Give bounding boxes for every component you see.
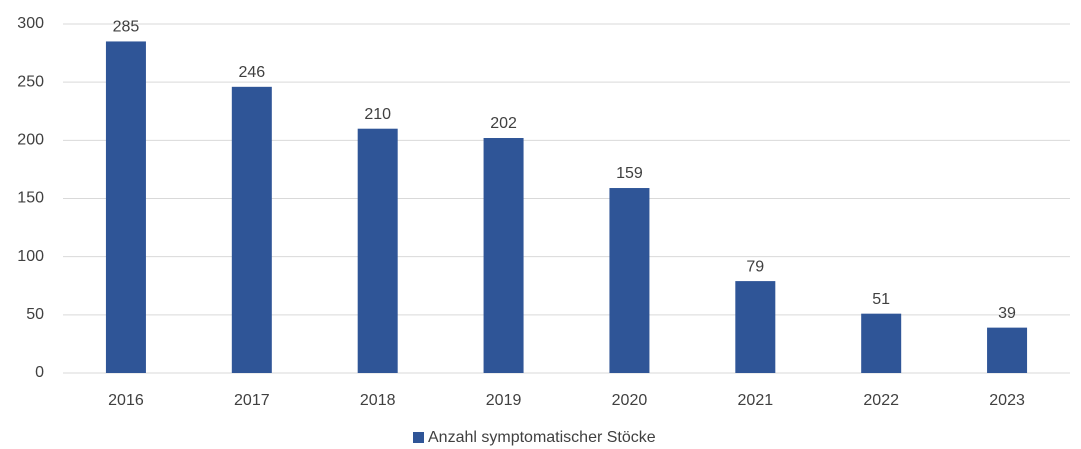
x-tick-label: 2020 (612, 392, 648, 409)
x-tick-label: 2017 (234, 392, 270, 409)
bar (231, 86, 272, 373)
y-tick-label: 50 (26, 306, 44, 323)
bar (861, 313, 902, 373)
x-tick-label: 2021 (738, 392, 774, 409)
x-tick-label: 2022 (863, 392, 899, 409)
data-label: 210 (364, 106, 391, 123)
bar (357, 128, 398, 373)
bar (609, 188, 650, 373)
y-tick-label: 0 (35, 364, 44, 381)
x-tick-label: 2019 (486, 392, 522, 409)
legend-label: Anzahl symptomatischer Stöcke (428, 429, 656, 446)
x-tick-label: 2018 (360, 392, 396, 409)
y-tick-label: 150 (17, 190, 44, 207)
data-label: 39 (998, 305, 1016, 322)
x-tick-label: 2023 (989, 392, 1025, 409)
bar (483, 138, 524, 373)
bar (735, 281, 776, 373)
data-label: 159 (616, 165, 643, 182)
data-label: 285 (113, 19, 140, 36)
data-label: 51 (872, 291, 890, 308)
data-label: 246 (238, 64, 265, 81)
y-tick-label: 200 (17, 132, 44, 149)
bar (987, 327, 1028, 373)
legend-swatch (413, 432, 424, 443)
y-tick-label: 300 (17, 15, 44, 32)
y-tick-label: 100 (17, 248, 44, 265)
data-label: 202 (490, 115, 517, 132)
x-tick-label: 2016 (108, 392, 144, 409)
y-tick-label: 250 (17, 73, 44, 90)
bar (105, 41, 146, 373)
data-label: 79 (746, 258, 764, 275)
